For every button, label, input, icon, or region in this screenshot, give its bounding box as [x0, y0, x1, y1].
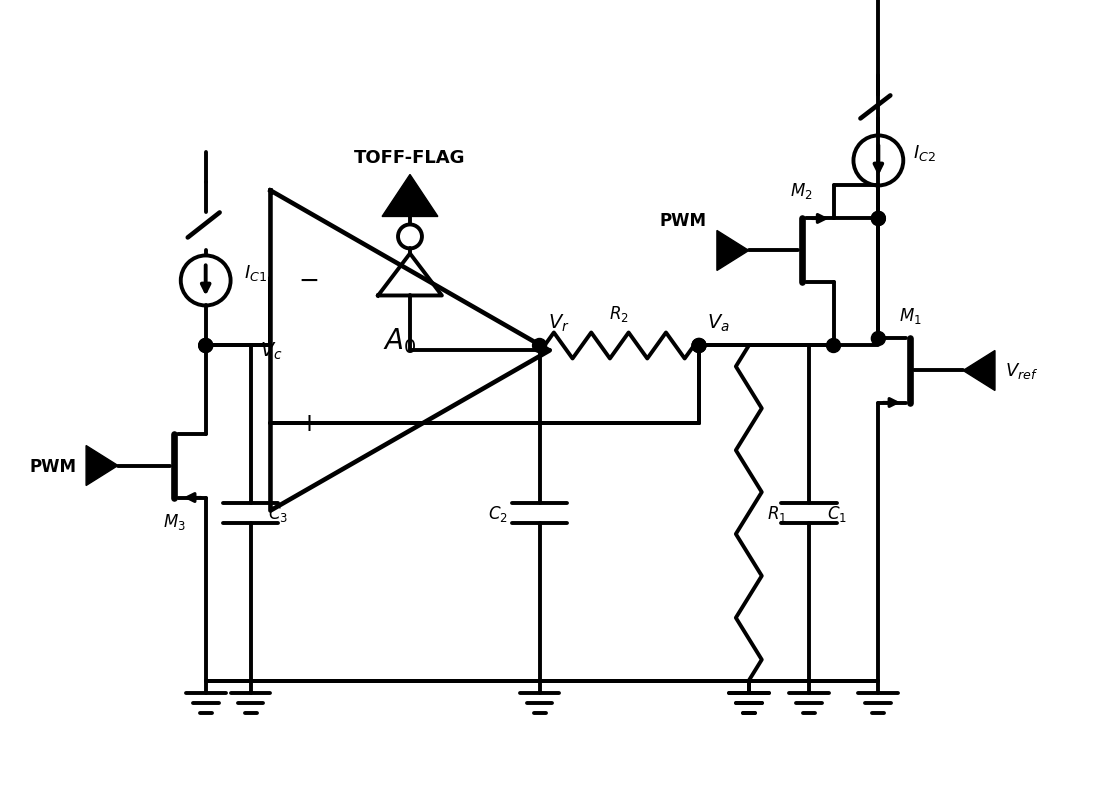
Circle shape	[199, 339, 213, 353]
Polygon shape	[382, 175, 437, 217]
Text: $M_1$: $M_1$	[899, 306, 922, 326]
Text: PWM: PWM	[30, 457, 76, 475]
Circle shape	[872, 213, 886, 226]
Circle shape	[692, 339, 706, 353]
Circle shape	[826, 339, 841, 353]
Text: $I_{C2}$: $I_{C2}$	[913, 144, 936, 164]
Text: $M_3$: $M_3$	[164, 511, 186, 531]
Circle shape	[692, 339, 706, 353]
Circle shape	[199, 339, 213, 353]
Text: $R_2$: $R_2$	[609, 304, 629, 324]
Text: $V_a$: $V_a$	[707, 313, 730, 334]
Text: $C_1$: $C_1$	[826, 504, 846, 524]
Text: $C_2$: $C_2$	[488, 504, 508, 524]
Text: $-$: $-$	[298, 267, 319, 291]
Polygon shape	[86, 446, 118, 486]
Polygon shape	[963, 351, 995, 391]
Text: PWM: PWM	[660, 213, 707, 230]
Text: $C_3$: $C_3$	[268, 504, 289, 524]
Text: $V_{ref}$: $V_{ref}$	[1004, 361, 1039, 381]
Text: $+$: $+$	[298, 411, 319, 435]
Text: $V_r$: $V_r$	[547, 313, 569, 334]
Polygon shape	[717, 231, 748, 271]
Text: $V_c$: $V_c$	[260, 340, 284, 362]
Circle shape	[872, 332, 886, 346]
Text: $A_0$: $A_0$	[384, 326, 417, 356]
Text: $R_1$: $R_1$	[767, 504, 787, 524]
Text: $I_{C1}$: $I_{C1}$	[244, 263, 267, 283]
Text: TOFF-FLAG: TOFF-FLAG	[354, 149, 466, 168]
Circle shape	[533, 339, 546, 353]
Text: $M_2$: $M_2$	[790, 181, 813, 201]
Circle shape	[872, 213, 886, 226]
